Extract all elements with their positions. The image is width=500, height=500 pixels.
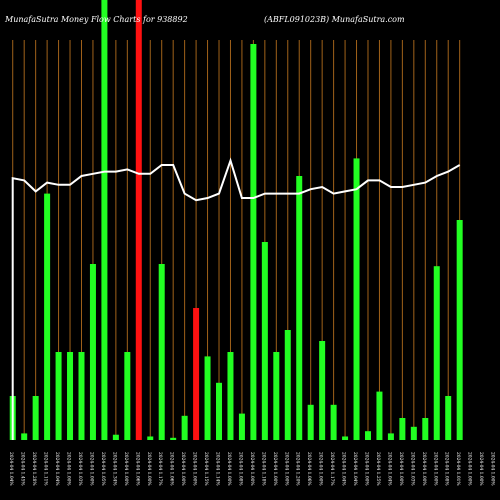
- bar: [284, 330, 291, 440]
- bar: [193, 308, 200, 440]
- x-tick-label: 2024-04 1.00%: [66, 452, 71, 486]
- bar: [227, 352, 234, 440]
- x-tick-label: 2024-04 1.11%: [43, 452, 48, 486]
- bar: [238, 413, 245, 440]
- x-tick-label: 2024-04 1.04%: [352, 452, 357, 486]
- x-tick-label: 2024-04 1.00%: [432, 452, 437, 486]
- bar: [216, 382, 223, 440]
- bar: [330, 404, 337, 440]
- x-tick-label: 2024-04 1.00%: [363, 452, 368, 486]
- bar: [261, 242, 268, 440]
- bar: [44, 193, 51, 440]
- chart-title-right: (ABFL091023B) MunafaSutra.com: [264, 15, 405, 24]
- bar: [422, 418, 429, 440]
- x-tick-label: 2024-04 1.00%: [249, 452, 254, 486]
- bar: [112, 434, 119, 440]
- bar: [135, 0, 142, 440]
- x-tick-label: 2024-04 1.00%: [146, 452, 151, 486]
- x-tick-label: 2024-04 1.00%: [467, 452, 472, 486]
- bar: [273, 352, 280, 440]
- bar: [55, 352, 62, 440]
- bar: [32, 396, 39, 440]
- x-tick-label: 2024-04 1.00%: [421, 452, 426, 486]
- x-tick-label: 2024-04 1.00%: [490, 452, 495, 486]
- bar: [319, 341, 326, 440]
- x-tick-label: 2024-04 1.00%: [398, 452, 403, 486]
- bar: [307, 404, 314, 440]
- bar: [89, 264, 96, 440]
- bar: [124, 352, 131, 440]
- x-tick-label: 2024-04 1.00%: [123, 452, 128, 486]
- x-tick-label: 2024-04 1.00%: [226, 452, 231, 486]
- x-tick-label: 2024-04 1.17%: [329, 452, 334, 486]
- x-tick-label: 2024-04 1.17%: [157, 452, 162, 486]
- bar: [170, 437, 177, 440]
- x-tick-label: 2024-04 1.04%: [386, 452, 391, 486]
- bar: [296, 176, 303, 440]
- bar: [250, 44, 257, 440]
- x-tick-label: 2024-04 1.00%: [272, 452, 277, 486]
- bar: [21, 433, 28, 440]
- x-tick-label: 2024-04 1.00%: [88, 452, 93, 486]
- x-tick-label: 2024-04 1.00%: [318, 452, 323, 486]
- x-tick-label: 2024-04 1.45%: [20, 452, 25, 486]
- bars: [9, 0, 463, 440]
- x-tick-label: 2024-04 1.00%: [192, 452, 197, 486]
- bar: [204, 356, 211, 440]
- bar: [410, 426, 417, 440]
- bar: [67, 352, 74, 440]
- bar: [147, 436, 154, 440]
- x-tick-label: 2024-04 1.05%: [100, 452, 105, 486]
- bar: [353, 158, 360, 440]
- x-tick-label: 2024-04 1.00%: [283, 452, 288, 486]
- x-tick-label: 2024-04 1.00%: [478, 452, 483, 486]
- money-flow-line: [11, 157, 461, 440]
- bar: [181, 415, 188, 440]
- x-tick-label: 2024-04 1.18%: [260, 452, 265, 486]
- x-tick-label: 2024-04 1.06%: [169, 452, 174, 486]
- x-tick-label: 2024-04 1.25%: [375, 452, 380, 486]
- bar: [399, 418, 406, 440]
- x-tick-label: 2024-04 1.04%: [54, 452, 59, 486]
- x-tick-label: 2024-04 1.20%: [295, 452, 300, 486]
- bar: [78, 352, 85, 440]
- bar: [158, 264, 165, 440]
- x-tick-label: 2024-04 1.04%: [8, 452, 13, 486]
- x-tick-label: 2024-04 1.08%: [237, 452, 242, 486]
- bar: [364, 431, 371, 440]
- x-tick-label: 2024-04 1.34%: [111, 452, 116, 486]
- bar: [376, 391, 383, 440]
- chart-title-left: MunafaSutra Money Flow Charts for 938892: [4, 15, 188, 24]
- x-tick-label: 2024-04 1.04%: [341, 452, 346, 486]
- x-tick-label: 2024-04 1.14%: [215, 452, 220, 486]
- bar: [445, 396, 452, 440]
- x-tick-label: 2024-04 1.28%: [31, 452, 36, 486]
- bar: [342, 436, 349, 440]
- x-tick-label: 2024-04 1.06%: [306, 452, 311, 486]
- x-tick-label: 2024-04 1.06%: [134, 452, 139, 486]
- bar: [387, 433, 394, 440]
- x-tick-label: 2024-04 1.03%: [77, 452, 82, 486]
- x-tick-label: 2024-04 1.08%: [444, 452, 449, 486]
- x-tick-labels: 2024-04 1.04% 2024-04 1.45% 2024-04 1.28% 2…: [8, 452, 495, 486]
- x-tick-label: 2024-04 1.03%: [409, 452, 414, 486]
- x-tick-label: 2024-04 1.01%: [455, 452, 460, 486]
- bar: [101, 0, 108, 440]
- bar: [456, 220, 463, 440]
- bar: [433, 266, 440, 440]
- x-tick-label: 2024-04 1.15%: [203, 452, 208, 486]
- x-tick-label: 2024-04 1.00%: [180, 452, 185, 486]
